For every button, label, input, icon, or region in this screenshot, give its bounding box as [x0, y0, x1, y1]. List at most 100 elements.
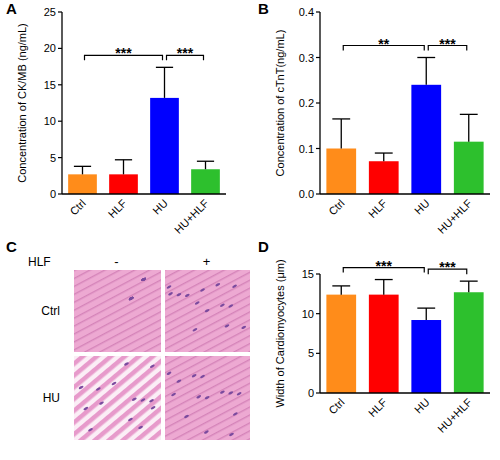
error-cap — [332, 285, 350, 286]
error-whisker — [341, 119, 342, 149]
nucleus — [228, 304, 234, 309]
x-tick-label: HLF — [366, 197, 389, 220]
error-cap — [156, 67, 173, 68]
nucleus — [166, 371, 172, 376]
nucleus — [232, 284, 238, 289]
nucleus — [194, 301, 200, 306]
nucleus — [171, 392, 177, 397]
y-tick-label: 25 — [44, 6, 56, 18]
nucleus — [95, 387, 101, 392]
significance-bracket: *** — [167, 45, 204, 61]
error-whisker — [383, 153, 384, 161]
error-whisker — [341, 286, 342, 295]
bar — [454, 142, 484, 194]
y-tick — [58, 193, 62, 194]
panel-label: B — [258, 0, 269, 17]
error-cap — [197, 161, 214, 162]
significance-bracket: *** — [343, 258, 424, 274]
y-tick-label: 10 — [302, 308, 314, 320]
x-tick-label: Ctrl — [67, 197, 88, 218]
nucleus — [99, 401, 105, 406]
chart-panel: D051015Width of Cardiomyocytes (μm)CtrlH… — [258, 238, 490, 435]
nucleus — [228, 391, 234, 396]
nucleus — [232, 412, 238, 417]
x-tick-label: HLF — [366, 396, 389, 419]
column-label: + — [203, 254, 211, 269]
panel-label: D — [258, 238, 269, 255]
bar — [369, 295, 399, 393]
y-tick — [316, 102, 320, 103]
nucleus — [78, 385, 84, 390]
nucleus — [141, 277, 147, 282]
significance-label: *** — [376, 258, 393, 274]
nucleus — [141, 277, 147, 282]
error-cap — [460, 114, 478, 115]
y-tick-label: 0.4 — [299, 6, 314, 18]
y-tick-label: 0 — [50, 188, 56, 200]
y-tick-label: 20 — [44, 42, 56, 54]
chart-panel: B0.00.10.20.30.4Concentration of cTnT(ng… — [258, 0, 490, 236]
x-tick-label: HU — [412, 197, 432, 217]
significance-label: ** — [378, 36, 389, 52]
nucleus — [138, 425, 144, 430]
nucleus — [200, 374, 206, 379]
error-cap — [115, 159, 132, 160]
error-cap — [74, 166, 91, 167]
error-whisker — [426, 308, 427, 320]
y-axis-label: Concentration of CK/MB (ng/mL) — [16, 23, 28, 183]
nucleus — [131, 397, 137, 402]
significance-label: *** — [439, 36, 456, 52]
nucleus — [176, 379, 182, 384]
error-bar — [417, 308, 435, 320]
significance-label: *** — [439, 259, 456, 275]
bar — [150, 98, 179, 194]
nucleus — [191, 373, 197, 378]
bar — [68, 174, 97, 194]
bar — [411, 85, 441, 194]
nucleus — [141, 277, 147, 282]
x-tick-label: HU — [150, 197, 170, 217]
error-cap — [417, 57, 435, 58]
y-tick-label: 15 — [302, 268, 314, 280]
y-tick-label: 5 — [308, 347, 314, 359]
nucleus — [128, 296, 134, 301]
nucleus — [88, 427, 94, 432]
y-tick-label: 0.3 — [299, 52, 314, 64]
nucleus — [220, 390, 226, 395]
histology-image — [74, 270, 161, 352]
row-label: HU — [43, 391, 60, 405]
error-bar — [74, 166, 91, 174]
bar — [109, 174, 138, 194]
nucleus — [176, 292, 182, 297]
y-tick — [58, 48, 62, 49]
y-tick — [58, 84, 62, 85]
error-bar — [375, 280, 393, 295]
error-bar — [460, 114, 478, 141]
y-tick — [316, 392, 320, 393]
nucleus — [124, 362, 130, 367]
nucleus — [184, 293, 190, 298]
y-tick-label: 0.0 — [299, 188, 314, 200]
error-bar — [417, 58, 435, 85]
nucleus — [196, 395, 202, 400]
tissue — [165, 356, 250, 440]
row-label: Ctrl — [41, 304, 60, 318]
marks — [326, 280, 483, 393]
image-panel: CHLF-+CtrlHU — [6, 238, 250, 440]
nucleus — [220, 303, 226, 308]
error-cap — [417, 307, 435, 308]
x-axis — [320, 193, 490, 194]
error-bar — [197, 161, 214, 169]
nucleus — [236, 391, 242, 396]
error-cap — [332, 118, 350, 119]
y-axis — [61, 12, 62, 194]
nucleus — [128, 296, 134, 301]
marks — [68, 67, 220, 194]
nucleus — [204, 395, 210, 400]
marks — [326, 58, 483, 195]
error-bar — [460, 281, 478, 292]
x-axis — [62, 193, 226, 194]
significance-bracket: *** — [428, 36, 467, 52]
nucleus — [141, 277, 147, 282]
nucleus — [215, 282, 221, 287]
